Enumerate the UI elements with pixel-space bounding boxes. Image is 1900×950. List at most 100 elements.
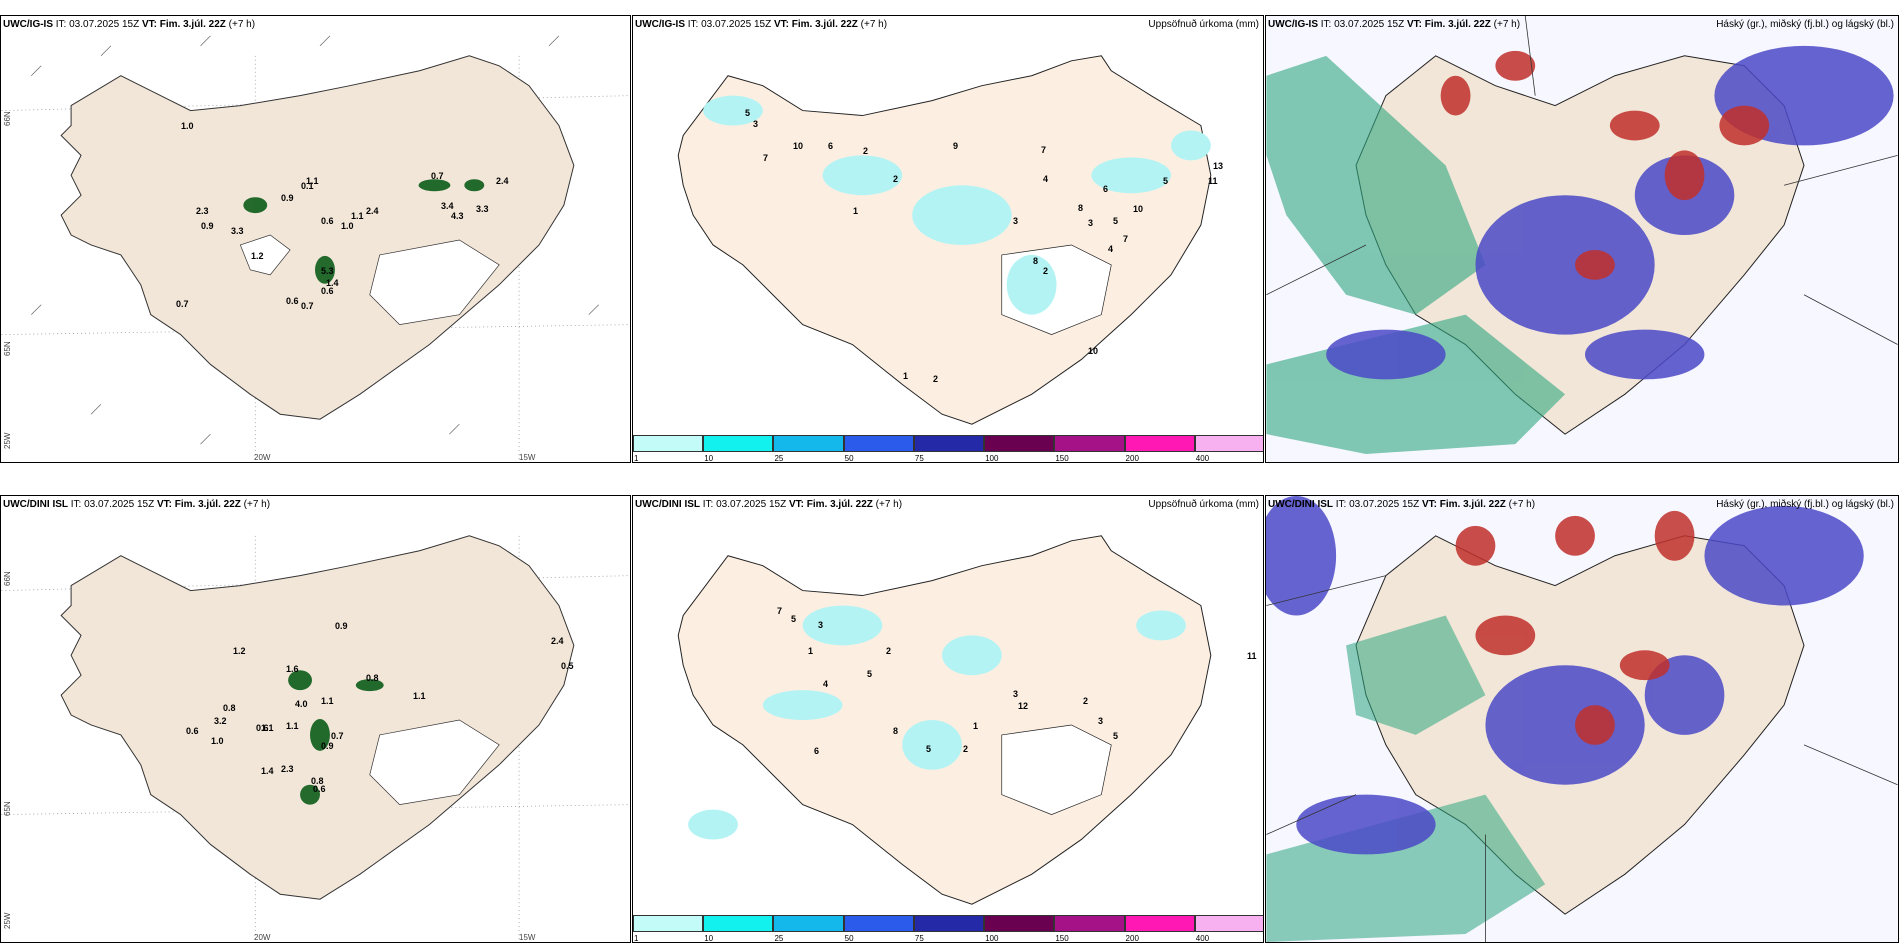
precip-value-label: 11 bbox=[1247, 651, 1257, 661]
colorbar-swatch bbox=[843, 435, 914, 452]
lead-time: (+7 h) bbox=[1508, 499, 1536, 510]
precip-value-label: 2 bbox=[893, 174, 899, 184]
variable-title: Uppsöfnuð úrkoma (mm) bbox=[1148, 499, 1259, 510]
precip-value-label: 0.9 bbox=[321, 741, 334, 751]
colorbar-tick-label: 50 bbox=[844, 454, 854, 463]
precip-value-label: 4 bbox=[1043, 174, 1049, 184]
colorbar-tick-label: 100 bbox=[985, 454, 999, 463]
panel-header: UWC/DINI ISL IT: 03.07.2025 15Z VT: Fim.… bbox=[1268, 499, 1894, 513]
precip-value-label: 0.6 bbox=[186, 726, 199, 736]
precip-value-label: 8 bbox=[1078, 203, 1084, 213]
precip-value-label: 0.7 bbox=[431, 171, 444, 181]
cloud-map bbox=[1266, 16, 1898, 462]
lead-time: (+7 h) bbox=[228, 19, 256, 30]
precip-value-label: 8 bbox=[1033, 256, 1039, 266]
it-label: IT: bbox=[1320, 19, 1332, 30]
it-value: 03.07.2025 15Z bbox=[84, 499, 155, 510]
colorbar-tick-label: 25 bbox=[774, 454, 784, 463]
precip-value-label: 2 bbox=[1083, 696, 1089, 706]
it-value: 03.07.2025 15Z bbox=[716, 499, 787, 510]
precip-value-label: 6 bbox=[814, 746, 820, 756]
precip-value-label: 1.0 bbox=[211, 736, 224, 746]
precip-value-label: 1.4 bbox=[261, 766, 274, 776]
precip-value-label: 5.3 bbox=[321, 266, 334, 276]
colorbar-tick-label: 1 bbox=[634, 934, 639, 943]
precip-value-label: 1.4 bbox=[326, 278, 339, 288]
it-value: 03.07.2025 15Z bbox=[1349, 499, 1420, 510]
panel-cloud-cover-dini: UWC/DINI ISL IT: 03.07.2025 15Z VT: Fim.… bbox=[1265, 495, 1899, 943]
precip-value-label: 1 bbox=[853, 206, 859, 216]
lead-time: (+7 h) bbox=[875, 499, 903, 510]
colorbar-swatch bbox=[1194, 435, 1263, 452]
precip-value-label: 3 bbox=[818, 620, 824, 630]
it-label: IT: bbox=[702, 499, 714, 510]
vt-value: Fim. 3.júl. 22Z bbox=[1424, 19, 1491, 30]
precip-value-label: 3 bbox=[1098, 716, 1104, 726]
colorbar-tick-label: 50 bbox=[844, 934, 854, 943]
colorbar-swatch bbox=[984, 435, 1055, 452]
precip-value-label: 3.3 bbox=[231, 226, 244, 236]
precip-value-label: 1 bbox=[973, 721, 979, 731]
panel-header: UWC/DINI ISL IT: 03.07.2025 15Z VT: Fim.… bbox=[3, 499, 626, 513]
precip-value-label: 1 bbox=[903, 371, 909, 381]
precip-value-label: 5 bbox=[1113, 731, 1119, 741]
it-value: 03.07.2025 15Z bbox=[701, 19, 772, 30]
precip-value-label: 1.1 bbox=[261, 723, 274, 733]
precip-value-label: 2.3 bbox=[281, 764, 294, 774]
panel-wind-precip-igis: UWC/IG-IS IT: 03.07.2025 15Z VT: Fim. 3.… bbox=[0, 15, 631, 463]
lead-time: (+7 h) bbox=[243, 499, 271, 510]
colorbar-tick-label: 10 bbox=[704, 934, 714, 943]
precip-value-label: 10 bbox=[1133, 204, 1144, 214]
vt-label: VT: bbox=[773, 19, 789, 30]
vt-label: VT: bbox=[1406, 19, 1422, 30]
colorbar-swatch bbox=[1054, 915, 1125, 932]
colorbar-tick-label: 150 bbox=[1055, 454, 1069, 463]
precip-value-label: 1.2 bbox=[251, 251, 264, 261]
colorbar-tick-label: 200 bbox=[1125, 454, 1139, 463]
panel-header: UWC/IG-IS IT: 03.07.2025 15Z VT: Fim. 3.… bbox=[3, 19, 626, 33]
precip-value-label: 2 bbox=[863, 146, 869, 156]
precip-value-label: 0.8 bbox=[311, 776, 324, 786]
precip-value-label: 1.1 bbox=[306, 176, 319, 186]
model-label: UWC/DINI ISL bbox=[635, 499, 700, 510]
colorbar-swatch bbox=[843, 915, 914, 932]
precip-value-label: 0.8 bbox=[366, 673, 379, 683]
precip-value-label: 2.4 bbox=[366, 206, 379, 216]
colorbar-swatch bbox=[703, 915, 774, 932]
precip-value-label: 7 bbox=[1123, 234, 1129, 244]
precip-value-label: 4.0 bbox=[295, 699, 308, 709]
precip-value-label: 3.2 bbox=[214, 716, 227, 726]
vt-value: Fim. 3.júl. 22Z bbox=[1439, 499, 1506, 510]
colorbar-tick-label: 400 bbox=[1195, 934, 1210, 943]
precip-value-label: 11 bbox=[1208, 176, 1218, 186]
vt-label: VT: bbox=[156, 499, 172, 510]
precip-value-label: 0.6 bbox=[286, 296, 299, 306]
precip-value-label: 10 bbox=[1088, 346, 1099, 356]
precip-value-label: 9 bbox=[953, 141, 959, 151]
precip-value-label: 0.7 bbox=[331, 731, 344, 741]
lon-label: 15W bbox=[519, 453, 536, 462]
precip-value-label: 2 bbox=[1043, 266, 1049, 276]
model-label: UWC/IG-IS bbox=[1268, 19, 1318, 30]
lon-label: 15W bbox=[519, 933, 536, 942]
accum-precip-map bbox=[677, 535, 1212, 905]
colorbar-tick-label: 10 bbox=[704, 454, 714, 463]
lat-label: 66N bbox=[3, 571, 12, 586]
cloud-map bbox=[1266, 496, 1898, 942]
precip-value-label: 2.3 bbox=[196, 206, 209, 216]
lat-label: 66N bbox=[3, 111, 12, 126]
colorbar-swatch bbox=[703, 435, 774, 452]
it-label: IT: bbox=[55, 19, 67, 30]
precip-value-label: 3.3 bbox=[476, 204, 489, 214]
panel-header: UWC/IG-IS IT: 03.07.2025 15Z VT: Fim. 3.… bbox=[1268, 19, 1894, 33]
vt-value: Fim. 3.júl. 22Z bbox=[159, 19, 226, 30]
precip-value-label: 5 bbox=[1113, 216, 1119, 226]
precip-value-label: 5 bbox=[1163, 176, 1169, 186]
lat-label: 65N bbox=[3, 341, 12, 356]
precip-value-label: 0.7 bbox=[301, 301, 314, 311]
precip-value-label: 0.6 bbox=[321, 216, 334, 226]
precip-value-label: 2.4 bbox=[496, 176, 509, 186]
accum-precip-map bbox=[677, 55, 1212, 425]
precip-value-label: 13 bbox=[1213, 161, 1224, 171]
precip-value-label: 3 bbox=[1013, 689, 1019, 699]
